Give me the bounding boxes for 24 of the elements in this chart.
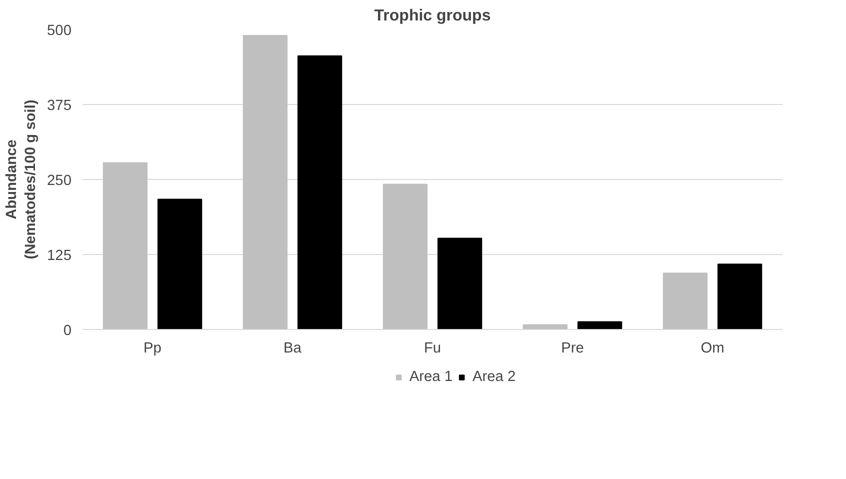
- y-tick-label: 125: [47, 248, 72, 264]
- x-tick-label: Ba: [284, 340, 302, 356]
- x-tick-label: Pre: [561, 340, 584, 356]
- bar: [102, 162, 148, 330]
- bar: [662, 272, 708, 330]
- chart-title: Trophic groups: [374, 8, 491, 24]
- bar: [157, 198, 202, 330]
- bar: [717, 264, 762, 330]
- x-tick-label: Pp: [144, 340, 162, 356]
- bar: [382, 184, 428, 330]
- bar: [522, 324, 568, 330]
- y-tick-label: 500: [47, 23, 72, 39]
- bar: [242, 35, 288, 330]
- y-axis-title: Abundance (Nematodes/100 g soil): [4, 100, 40, 260]
- legend-label: Area 2: [472, 369, 516, 385]
- bar: [437, 238, 482, 330]
- x-tick-label: Om: [700, 340, 724, 356]
- bar: [297, 55, 342, 330]
- legend-label: Area 1: [409, 369, 452, 385]
- x-tick-label: Fu: [424, 340, 442, 356]
- y-tick-label: 250: [47, 173, 72, 189]
- bar: [577, 321, 622, 330]
- y-tick-label: 375: [47, 98, 72, 114]
- y-tick-label: 0: [63, 323, 72, 339]
